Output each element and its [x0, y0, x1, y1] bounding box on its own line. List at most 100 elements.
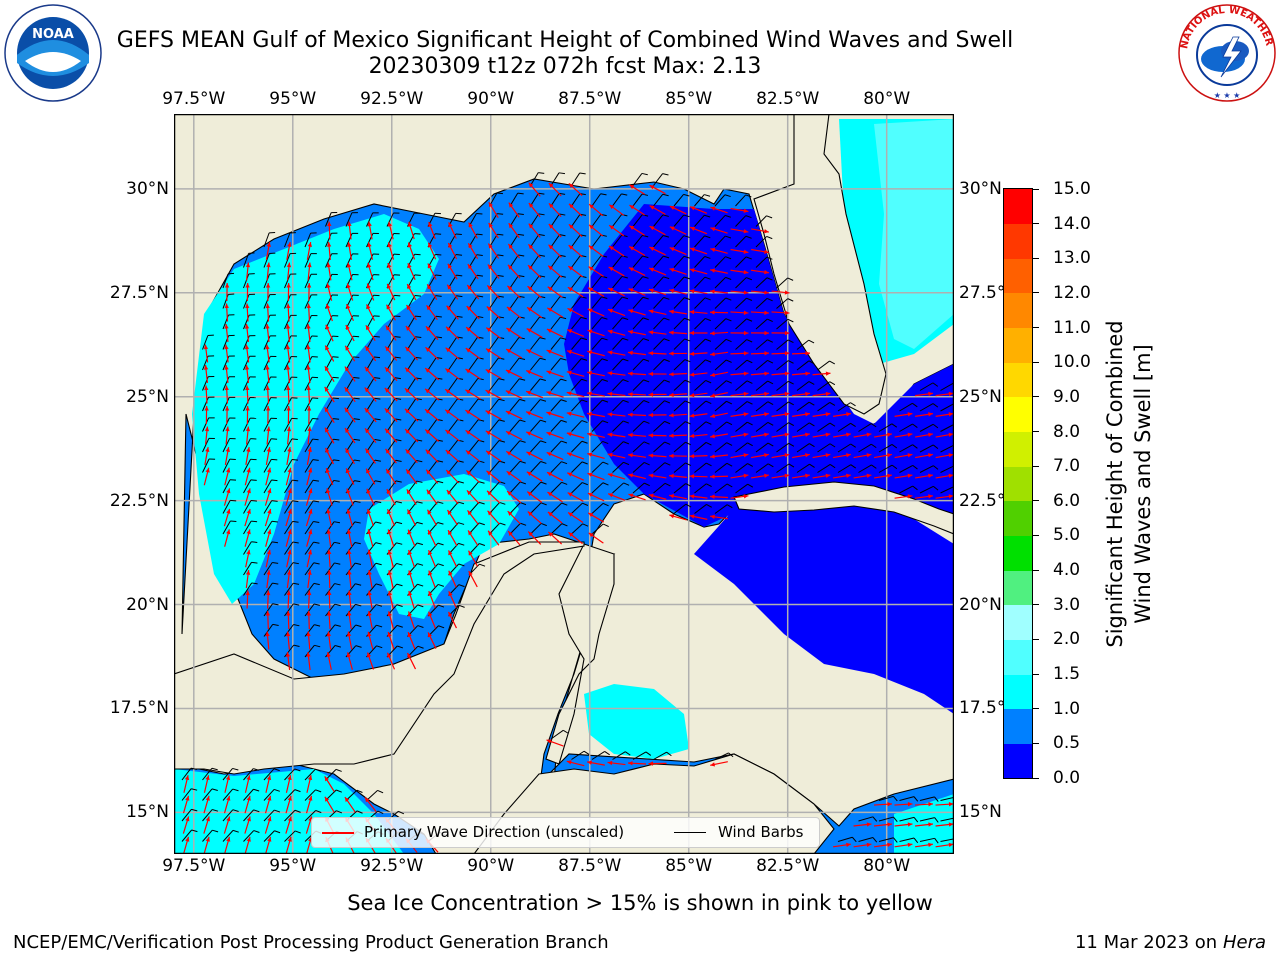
- wave-arrow-head: [805, 371, 810, 376]
- wave-arrow-head: [405, 346, 411, 352]
- wave-arrow-head: [887, 802, 892, 807]
- wind-barb-flag: [726, 400, 733, 405]
- wave-arrow-head: [764, 229, 769, 234]
- wind-barb-flag: [417, 583, 424, 587]
- wind-barb-flag: [498, 378, 505, 381]
- wind-barb: [694, 359, 706, 371]
- wind-barb-flag: [394, 377, 401, 380]
- wind-barb-flag: [934, 796, 939, 802]
- wind-barb: [530, 378, 541, 391]
- wave-arrow-head: [805, 351, 810, 356]
- wave-arrow-head: [546, 431, 552, 437]
- wind-barb-flag: [498, 357, 505, 360]
- wave-direction-legend-label: Primary Wave Direction (unscaled): [364, 823, 625, 841]
- wind-barb: [304, 356, 313, 371]
- wind-barb: [653, 379, 665, 391]
- wave-arrow-head: [628, 432, 633, 438]
- wind-barb-flag: [375, 562, 382, 566]
- wave-arrow-head: [407, 263, 412, 269]
- wind-barb: [304, 768, 316, 781]
- wind-barb: [571, 523, 583, 535]
- wind-barb: [940, 382, 954, 391]
- wind-barb-flag: [724, 194, 731, 198]
- wind-barb: [714, 380, 727, 391]
- wind-barb-flag: [539, 275, 546, 278]
- wave-arrow-head: [405, 449, 411, 455]
- wave-arrow-head: [387, 221, 393, 227]
- wave-arrow-head: [225, 426, 230, 432]
- wind-barb-flag: [476, 254, 483, 256]
- wind-barb-flag: [292, 479, 299, 482]
- wind-barb: [243, 273, 250, 289]
- wind-barb-flag: [375, 583, 382, 586]
- wave-arrow-head: [546, 349, 552, 354]
- wind-barb-flag: [582, 482, 589, 486]
- wind-barb-flag: [496, 192, 503, 195]
- wave-arrow-head: [445, 450, 451, 455]
- wind-barb: [632, 379, 644, 391]
- wave-arrow-head: [743, 412, 749, 417]
- wave-arrow-head: [506, 451, 512, 456]
- wave-arrow-head: [266, 447, 271, 452]
- wave-arrow-head: [448, 243, 453, 249]
- wave-arrow-head: [425, 326, 431, 332]
- wave-arrow-head: [608, 493, 614, 498]
- wave-arrow-head: [526, 390, 532, 395]
- wave-arrow-head: [948, 494, 954, 499]
- wind-barb-flag: [354, 541, 361, 545]
- colorbar-tick-label: 2.0: [1053, 629, 1081, 650]
- wind-barb-flag: [353, 377, 360, 379]
- wind-barb-flag: [539, 378, 546, 381]
- wind-barb: [530, 193, 539, 207]
- wind-barb: [653, 462, 666, 473]
- wind-barb-flag: [808, 339, 815, 344]
- wave-arrow-head: [547, 286, 553, 292]
- wind-barb-flag: [435, 295, 442, 297]
- wave-arrow-head: [367, 221, 372, 227]
- wave-arrow-head: [907, 494, 913, 499]
- wave-arrow-head: [386, 489, 391, 495]
- wave-arrow-head: [485, 348, 491, 353]
- wind-barb: [673, 421, 686, 432]
- wave-arrow-head: [743, 453, 749, 458]
- wave-arrow-head: [628, 288, 634, 293]
- wind-barb-flag: [745, 194, 752, 198]
- wind-barb-flag: [891, 464, 898, 470]
- wind-barb: [468, 254, 478, 268]
- wind-barb: [386, 212, 394, 227]
- wind-barb-flag: [726, 421, 733, 426]
- wind-barb-flag: [354, 521, 361, 524]
- wave-arrow-head: [266, 570, 271, 575]
- wave-arrow-head: [508, 243, 513, 249]
- colorbar-swatch: [1004, 708, 1032, 744]
- wave-arrow-head: [326, 488, 331, 494]
- wave-arrow-head: [567, 287, 573, 292]
- wind-barb: [755, 339, 768, 350]
- wind-barb: [489, 502, 500, 514]
- wave-arrow-head: [445, 389, 451, 394]
- wave-arrow-head: [669, 413, 674, 418]
- wave-arrow-head: [629, 205, 635, 210]
- wind-barb-flag: [747, 463, 754, 467]
- wave-arrow-head: [488, 530, 493, 536]
- wave-arrow-head: [426, 489, 432, 495]
- wave-arrow-head: [205, 816, 210, 822]
- wind-barb-flag: [333, 479, 340, 482]
- wave-arrow-head: [743, 351, 749, 356]
- wind-barb: [345, 542, 356, 555]
- wind-barb-flag: [519, 460, 526, 464]
- wind-barb-flag: [211, 788, 218, 791]
- wind-barb-flag: [642, 255, 649, 259]
- wave-arrow-head: [710, 494, 715, 499]
- wind-barb-flag: [706, 504, 712, 508]
- wind-barb-flag: [334, 603, 341, 607]
- wave-arrow-head: [743, 208, 749, 213]
- wind-barb: [304, 397, 313, 412]
- wind-barb: [550, 729, 564, 740]
- wave-arrow-head: [649, 267, 655, 272]
- wind-barb-flag: [416, 459, 423, 463]
- wave-arrow-head: [307, 549, 313, 555]
- wind-barb: [919, 444, 934, 453]
- wave-arrow-head: [487, 490, 492, 496]
- wind-barb: [243, 809, 254, 822]
